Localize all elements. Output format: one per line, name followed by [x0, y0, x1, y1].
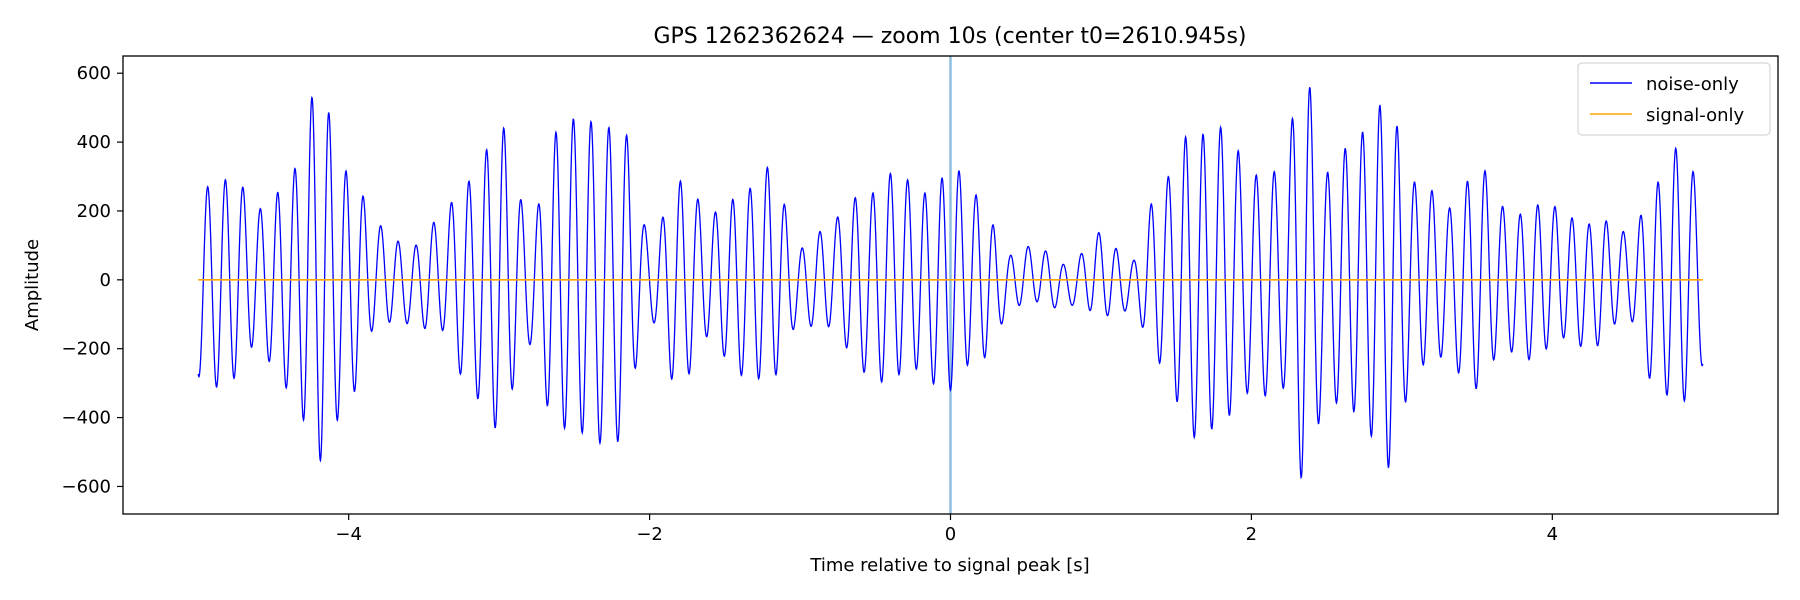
- y-tick-label: −400: [62, 408, 111, 429]
- y-tick-label: 600: [77, 63, 111, 84]
- y-tick-label: 0: [100, 270, 111, 291]
- y-tick-label: −200: [62, 339, 111, 360]
- legend-label-noise-only: noise-only: [1646, 74, 1739, 95]
- x-tick-label: 4: [1547, 524, 1558, 545]
- x-axis-label: Time relative to signal peak [s]: [809, 555, 1089, 576]
- y-tick-label: −600: [62, 476, 111, 497]
- x-tick-label: 0: [945, 524, 956, 545]
- chart-title: GPS 1262362624 — zoom 10s (center t0=261…: [653, 24, 1246, 49]
- x-tick-label: −2: [636, 524, 663, 545]
- y-tick-label: 400: [77, 132, 111, 153]
- plot-area: −4 −2 0 2 4 −600 −400 −200 0 200 400 600: [62, 55, 1779, 545]
- legend-box: [1577, 62, 1771, 136]
- series-noise-only-line: [197, 87, 1704, 480]
- legend: noise-only signal-only: [1577, 62, 1771, 136]
- y-tick-label: 200: [77, 201, 111, 222]
- x-tick-label: −4: [335, 524, 362, 545]
- legend-label-signal-only: signal-only: [1646, 105, 1744, 126]
- y-axis-label: Amplitude: [22, 239, 43, 331]
- x-tick-label: 2: [1246, 524, 1257, 545]
